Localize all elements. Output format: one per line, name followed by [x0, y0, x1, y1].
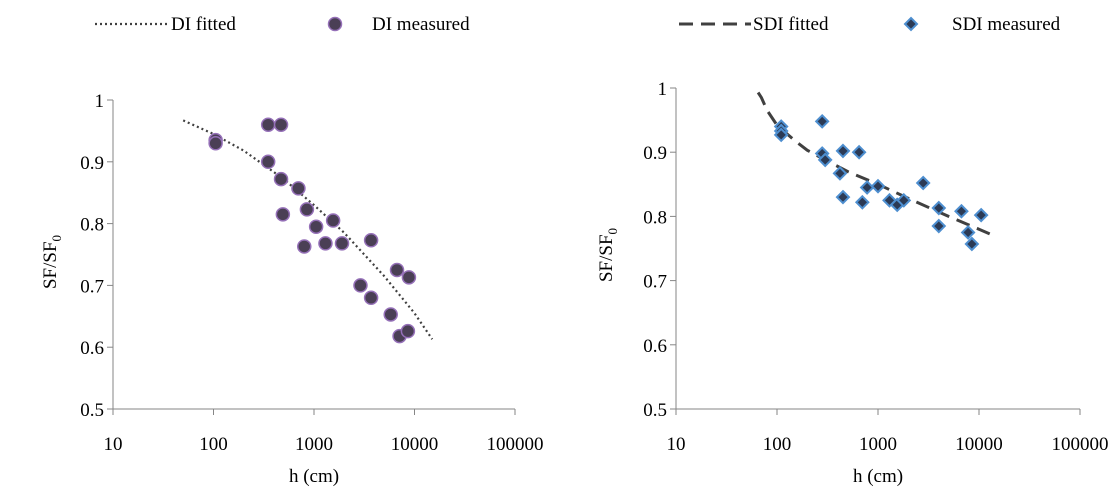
chart-panel-2: 0.5 0.6 0.7 0.8 0.9 1 10 100 1000 10000 100000 h (c… [596, 14, 1109, 487]
y-tick-label: 0.6 [643, 336, 667, 357]
x-tick-label: 10 [104, 434, 123, 455]
y-axis-title: SF/SF0 [40, 235, 64, 289]
x-axis-title: h (cm) [853, 466, 903, 487]
data-point-circle [318, 236, 333, 251]
data-point-diamond [851, 144, 867, 160]
x-tick-label: 100000 [487, 434, 544, 455]
data-point-diamond [773, 127, 789, 143]
data-point-circle [299, 202, 315, 217]
data-point-circle [308, 219, 324, 234]
legend-fitted-label: SDI fitted [753, 14, 829, 35]
x-axis-title: h (cm) [289, 466, 339, 487]
y-axis-title: SF/SF0 [596, 228, 620, 282]
data-point-diamond [896, 192, 912, 208]
legend-fitted-label: DI fitted [171, 14, 236, 35]
data-point-diamond [870, 178, 886, 194]
x-tick-label: 10000 [955, 434, 1003, 455]
y-tick-label: 1 [95, 91, 105, 112]
legend-measured-label: SDI measured [952, 14, 1061, 35]
y-axis-title-subscript: 0 [605, 228, 620, 235]
data-point-circle [334, 236, 350, 251]
data-point-diamond [960, 225, 976, 240]
data-point-diamond [954, 203, 969, 219]
data-point-diamond [973, 207, 989, 223]
x-tick-label: 100 [763, 434, 792, 455]
y-axis-title-main: SF/SF [596, 234, 617, 282]
data-point-circle [389, 262, 405, 278]
data-point-diamond [817, 152, 833, 168]
data-point-diamond [915, 175, 931, 191]
legend-measured-swatch [327, 16, 343, 32]
data-point-diamond [931, 218, 947, 234]
y-tick-label: 0.5 [80, 400, 104, 421]
data-point-diamond [835, 189, 851, 205]
x-tick-label: 100000 [1052, 434, 1109, 455]
data-point-diamond [835, 143, 851, 159]
chart-panel-1: 0.5 0.6 0.7 0.8 0.9 1 10 100 1000 10000 100000 h (c… [40, 14, 544, 487]
data-point-circle [363, 233, 379, 248]
legend-measured-label: DI measured [372, 14, 470, 35]
y-tick-label: 0.9 [643, 143, 667, 164]
x-tick-label: 10 [667, 434, 686, 455]
y-tick-label: 1 [658, 79, 668, 100]
y-tick-label: 0.7 [80, 276, 104, 297]
data-point-circle [383, 307, 398, 322]
legend-2: SDI fitted SDI measured [679, 14, 1061, 35]
y-tick-label: 0.5 [643, 400, 667, 421]
x-tick-label: 1000 [295, 434, 333, 455]
data-point-diamond [931, 200, 947, 216]
data-point-circle [353, 278, 368, 293]
data-point-circle [208, 136, 223, 151]
data-point-diamond [854, 194, 870, 210]
data-point-diamond [814, 113, 830, 129]
data-point-circle [260, 154, 276, 170]
data-point-circle [273, 117, 289, 132]
y-tick-label: 0.8 [80, 215, 104, 236]
legend-1: DI fitted DI measured [95, 14, 470, 35]
data-point-circle [363, 290, 379, 306]
data-point-circle [297, 239, 312, 254]
x-tick-label: 10000 [391, 434, 439, 455]
data-point-circle [275, 207, 291, 222]
data-point-circle [400, 323, 416, 339]
data-point-circle [325, 213, 341, 228]
y-tick-label: 0.6 [80, 338, 104, 359]
data-point-circle [291, 181, 306, 196]
x-tick-label: 100 [199, 434, 228, 455]
data-point-circle [401, 270, 417, 285]
x-tick-label: 1000 [859, 434, 897, 455]
data-point-circle [260, 117, 276, 132]
data-point-diamond [859, 180, 875, 195]
y-tick-label: 0.9 [80, 153, 104, 174]
y-axis-title-main: SF/SF [40, 241, 61, 289]
y-axis-title-subscript: 0 [49, 235, 64, 242]
legend-measured-swatch [903, 16, 919, 32]
y-tick-label: 0.7 [643, 272, 667, 293]
data-point-diamond [832, 165, 848, 181]
data-point-circle [273, 171, 289, 187]
fitted-curve-1 [182, 119, 434, 340]
y-tick-label: 0.8 [643, 207, 667, 228]
data-point-diamond [964, 236, 980, 252]
